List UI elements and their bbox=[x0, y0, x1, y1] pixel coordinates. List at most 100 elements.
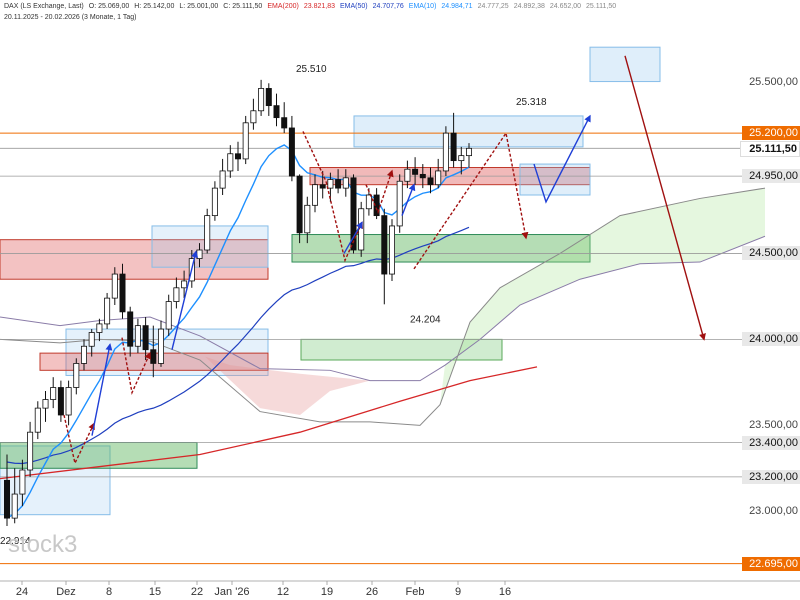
candle bbox=[204, 208, 211, 254]
candle-body bbox=[450, 132, 457, 162]
candle-body bbox=[273, 105, 280, 119]
candle-body bbox=[96, 323, 103, 333]
price-axis-label: 23.200,00 bbox=[742, 469, 800, 484]
price-axis-label: 22.695,00 bbox=[742, 556, 800, 571]
header-item: EMA(50) bbox=[340, 3, 368, 10]
candle-body bbox=[65, 387, 72, 416]
header-item: 24.892,38 bbox=[513, 3, 545, 10]
header-item: O: 25.069,00 bbox=[88, 3, 130, 10]
ema10-line bbox=[6, 144, 470, 519]
candle-body bbox=[373, 194, 380, 217]
x-tick-label: 22 bbox=[191, 586, 203, 598]
support-zone-blue bbox=[0, 445, 111, 516]
x-tick-label: 9 bbox=[455, 586, 461, 598]
candle bbox=[265, 83, 272, 116]
candle-body bbox=[57, 387, 64, 416]
candle-body bbox=[242, 122, 249, 160]
candle bbox=[311, 174, 318, 213]
header-item: 24.984,71 bbox=[441, 3, 473, 10]
candle bbox=[234, 141, 241, 171]
header-item: L: 25.001,00 bbox=[179, 3, 219, 10]
candle bbox=[404, 160, 411, 189]
candle-body bbox=[327, 179, 334, 189]
axes-layer: 24 Dez 8 15 22 Jan '26 12 19 26 Feb 9 16 bbox=[0, 580, 800, 598]
candle bbox=[219, 158, 226, 195]
candle bbox=[435, 158, 442, 189]
candle bbox=[19, 459, 26, 507]
candle bbox=[296, 174, 303, 244]
candle bbox=[250, 98, 257, 130]
candle-body bbox=[111, 273, 118, 299]
price-axis-label: 25.200,00 bbox=[742, 126, 800, 141]
price-axis-label: 24.500,00 bbox=[742, 246, 800, 261]
candle-body bbox=[234, 153, 241, 160]
candle-body bbox=[42, 399, 49, 409]
candle-body bbox=[265, 88, 272, 107]
candle-body bbox=[204, 215, 211, 251]
price-axis-label: 24.000,00 bbox=[742, 332, 800, 347]
scenario-arrow-blue bbox=[91, 343, 113, 436]
candle-body bbox=[165, 301, 172, 330]
arrows-layer: 25.510 25.318 24.204 22.914 bbox=[0, 55, 706, 547]
candle-body bbox=[311, 184, 318, 206]
candle bbox=[27, 421, 34, 477]
header-item: DAX (LS Exchange, Last) bbox=[4, 3, 84, 10]
price-annotation: 25.318 bbox=[516, 97, 547, 108]
candle-body bbox=[119, 273, 126, 313]
candle bbox=[242, 115, 249, 165]
x-tick-label: 19 bbox=[321, 586, 333, 598]
candle bbox=[465, 143, 472, 168]
candle-body bbox=[381, 215, 388, 275]
header-range: 20.11.2025 - 20.02.2026 (3 Monate, 1 Tag… bbox=[4, 14, 137, 21]
price-axis-label: 25.500,00 bbox=[749, 75, 798, 88]
candle-body bbox=[127, 311, 134, 347]
x-tick-label: 15 bbox=[149, 586, 161, 598]
candle bbox=[458, 146, 465, 175]
candle bbox=[104, 292, 111, 330]
x-tick-label: 12 bbox=[277, 586, 289, 598]
candle bbox=[181, 270, 188, 299]
header-item: C: 25.111,50 bbox=[223, 3, 263, 10]
candle bbox=[88, 329, 95, 357]
candle bbox=[127, 306, 134, 357]
candle-body bbox=[388, 225, 395, 275]
candle bbox=[111, 267, 118, 305]
candle bbox=[388, 219, 395, 281]
x-tick-label: 16 bbox=[499, 586, 511, 598]
candle bbox=[365, 188, 372, 216]
candle bbox=[273, 93, 280, 127]
candles-layer bbox=[4, 79, 472, 527]
candle bbox=[281, 102, 288, 134]
header-item: 25.111,50 bbox=[586, 3, 617, 10]
candle-body bbox=[134, 325, 141, 347]
watermark: stock3 bbox=[8, 531, 77, 558]
cloud-span-a bbox=[0, 235, 766, 382]
candle bbox=[65, 380, 72, 426]
support-zone-blue bbox=[519, 163, 591, 196]
candle-body bbox=[435, 170, 442, 186]
candle bbox=[134, 318, 141, 354]
candle-body bbox=[342, 177, 349, 189]
candle bbox=[396, 174, 403, 233]
cloud-bearish bbox=[205, 356, 370, 415]
header-item: EMA(10) bbox=[408, 3, 437, 10]
price-annotation: 25.510 bbox=[296, 64, 327, 75]
candle-body bbox=[50, 387, 57, 400]
x-tick-label: Feb bbox=[406, 586, 425, 598]
header-item: 23.821,83 bbox=[303, 3, 335, 10]
candle-body bbox=[319, 184, 326, 189]
candle-body bbox=[396, 180, 403, 227]
candle bbox=[42, 390, 49, 422]
candle bbox=[173, 277, 180, 309]
candle bbox=[34, 401, 41, 440]
price-axis-label: 23.400,00 bbox=[742, 435, 800, 450]
candle bbox=[50, 377, 57, 409]
scenario-arrow-red bbox=[365, 169, 394, 215]
header-item: EMA(200) bbox=[267, 3, 299, 10]
scenario-arrow-blue bbox=[343, 221, 363, 254]
candle-body bbox=[181, 280, 188, 289]
scenario-arrow-blue bbox=[171, 250, 199, 350]
cloud-bullish bbox=[440, 188, 765, 405]
scenario-arrow-blue bbox=[401, 183, 416, 216]
